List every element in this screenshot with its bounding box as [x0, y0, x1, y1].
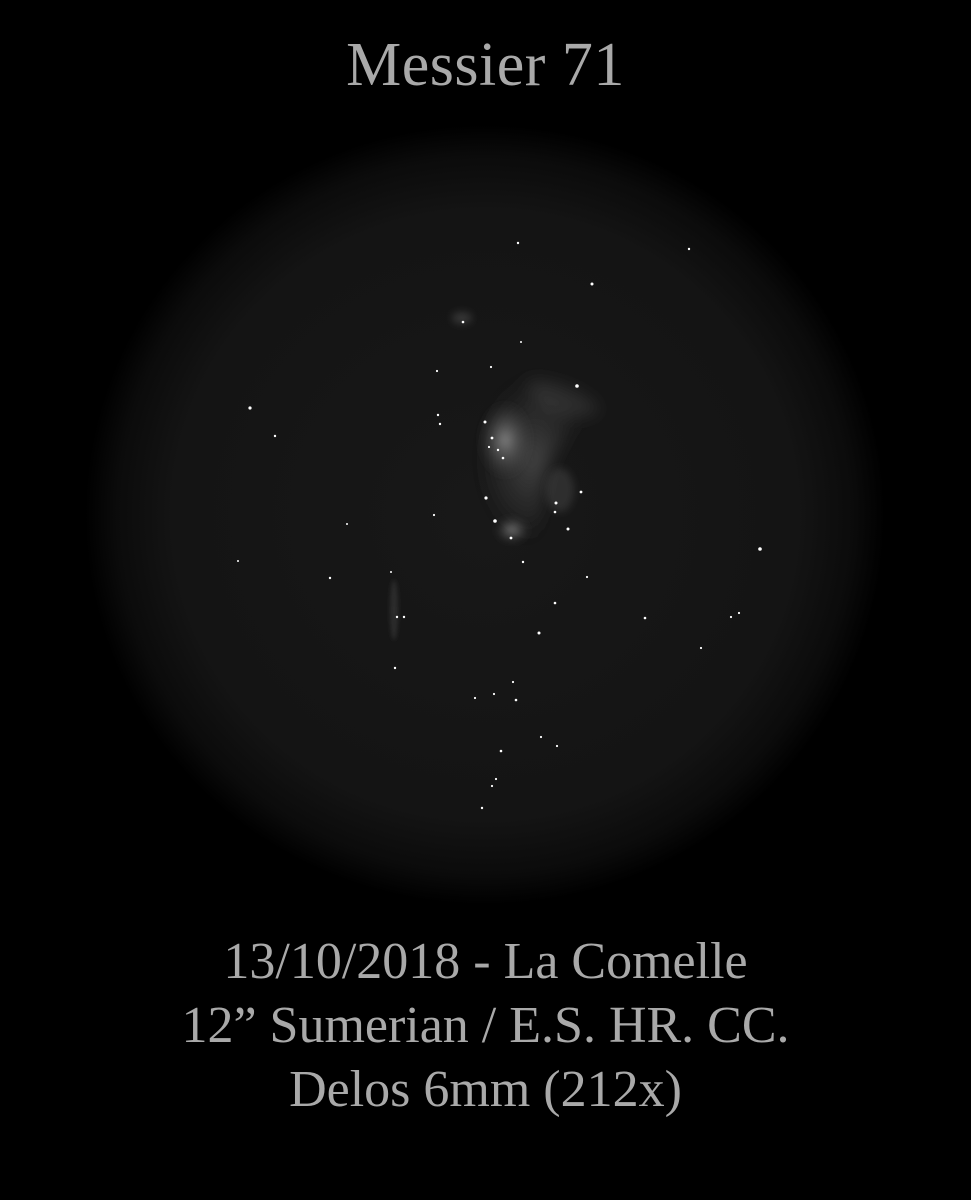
field-of-view — [85, 125, 885, 905]
caption-telescope: 12” Sumerian / E.S. HR. CC. — [181, 997, 790, 1054]
cluster-core — [452, 312, 574, 544]
observation-caption: 13/10/2018 - La Comelle 12” Sumerian / E… — [0, 930, 971, 1122]
faint-streak — [390, 580, 398, 640]
page-title: Messier 71 — [346, 31, 625, 99]
caption-date-location: 13/10/2018 - La Comelle — [223, 933, 748, 990]
caption-eyepiece: Delos 6mm (212x) — [289, 1061, 682, 1118]
star-field — [237, 241, 762, 810]
